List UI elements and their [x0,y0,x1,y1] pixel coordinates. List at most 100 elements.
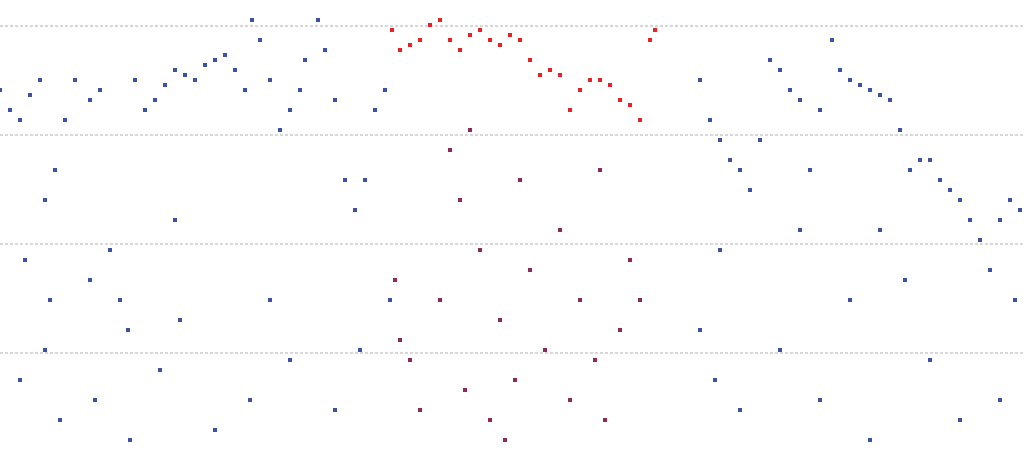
point [438,298,442,302]
point [468,33,472,37]
point [513,378,517,382]
point [203,63,207,67]
point [603,418,607,422]
point [303,58,307,62]
point [458,198,462,202]
point [158,368,162,372]
point [518,38,522,42]
point [708,118,712,122]
point [38,78,42,82]
point [488,38,492,42]
point [838,68,842,72]
point [628,103,632,107]
point [798,228,802,232]
point [43,198,47,202]
point [818,398,822,402]
point [418,38,422,42]
point [628,258,632,262]
point [978,238,982,242]
point [768,58,772,62]
point [288,358,292,362]
point [458,48,462,52]
point [288,108,292,112]
point [778,68,782,72]
point [398,48,402,52]
point [528,58,532,62]
point [608,83,612,87]
point [43,348,47,352]
point [18,118,22,122]
point [543,348,547,352]
point [728,158,732,162]
point [918,158,922,162]
point [478,248,482,252]
point [173,218,177,222]
point [503,438,507,442]
point [868,88,872,92]
point [118,298,122,302]
point [173,68,177,72]
point [968,218,972,222]
point [648,38,652,42]
point [143,108,147,112]
point [223,53,227,57]
point [948,188,952,192]
point [213,428,217,432]
point [938,178,942,182]
point [638,298,642,302]
point [438,18,442,22]
point [498,318,502,322]
point [488,418,492,422]
point [1018,208,1022,212]
point [558,73,562,77]
point [878,93,882,97]
point [398,338,402,342]
point [508,33,512,37]
point [998,398,1002,402]
point [478,28,482,32]
point [738,168,742,172]
point [28,93,32,97]
point [48,298,52,302]
point [428,23,432,27]
point [830,38,834,42]
point [1013,298,1017,302]
point [798,98,802,102]
point [153,98,157,102]
point [638,118,642,122]
point [373,108,377,112]
point [53,168,57,172]
point [928,358,932,362]
point [88,278,92,282]
point [928,158,932,162]
point [126,328,130,332]
point [178,318,182,322]
point [903,278,907,282]
point [323,48,327,52]
point [128,438,132,442]
point [618,328,622,332]
point [548,68,552,72]
point [888,98,892,102]
point [278,128,282,132]
point [213,58,217,62]
point [18,378,22,382]
point [353,208,357,212]
point [848,78,852,82]
point [448,148,452,152]
point [578,298,582,302]
point [578,88,582,92]
point [858,83,862,87]
point [988,268,992,272]
point [698,328,702,332]
point [8,108,12,112]
point [593,358,597,362]
point [73,78,77,82]
point [250,18,254,22]
point [958,198,962,202]
point [163,83,167,87]
point [758,138,762,142]
point [388,298,392,302]
point [268,78,272,82]
point [568,108,572,112]
